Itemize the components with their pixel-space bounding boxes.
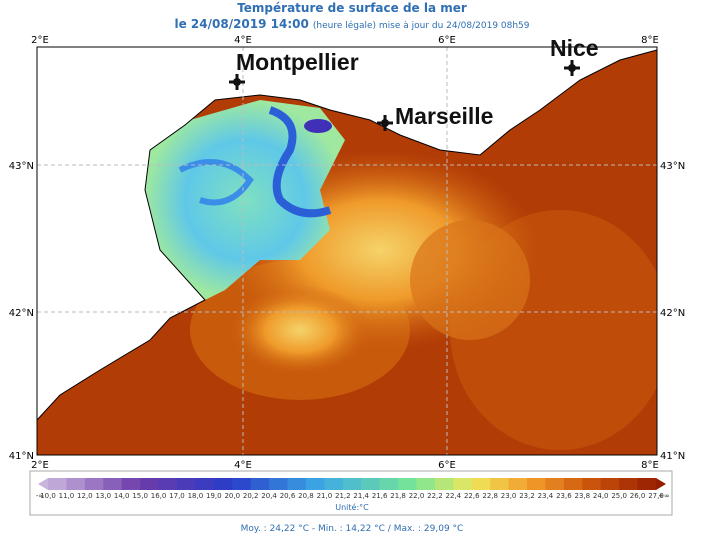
colorbar-swatch xyxy=(84,478,104,490)
colorbar-label: 21,4 xyxy=(353,492,369,500)
colorbar-swatch xyxy=(121,478,141,490)
colorbar-swatch xyxy=(434,478,454,490)
lon-label: 2°E xyxy=(31,35,49,46)
colorbar-label: 22,2 xyxy=(427,492,443,500)
colorbar-label: 22,4 xyxy=(446,492,462,500)
colorbar-label: 23,6 xyxy=(556,492,572,500)
city-markers xyxy=(229,60,580,131)
colorbar-swatch xyxy=(269,478,289,490)
colorbar-label: 17,0 xyxy=(169,492,185,500)
colorbar-label: 22,8 xyxy=(482,492,498,500)
colorbar-swatch xyxy=(195,478,215,490)
colorbar-label: 18,0 xyxy=(188,492,204,500)
colorbar-swatch xyxy=(158,478,178,490)
lon-label: 4°E xyxy=(234,460,252,471)
colorbar-label: 21,2 xyxy=(335,492,351,500)
lon-label: 2°E xyxy=(31,460,49,471)
map-frame xyxy=(36,46,658,456)
lon-label: 4°E xyxy=(234,35,252,46)
colorbar-swatch xyxy=(490,478,510,490)
colorbar-swatch xyxy=(527,478,546,490)
colorbar-swatch xyxy=(563,478,583,490)
colorbar-low: -∞ xyxy=(36,492,44,500)
colorbar-swatch xyxy=(508,478,528,490)
colorbar-swatch xyxy=(471,478,491,490)
colorbar-unit: Unité:°C xyxy=(335,502,369,512)
lon-label: 6°E xyxy=(438,35,456,46)
lat-label: 42°N xyxy=(9,308,34,319)
colorbar-swatch xyxy=(600,478,620,490)
colorbar-swatch xyxy=(287,478,307,490)
colorbar-label: 23,2 xyxy=(519,492,535,500)
colorbar-label: 26,0 xyxy=(630,492,646,500)
colorbar-swatch xyxy=(48,478,67,490)
colorbar-label: 20,6 xyxy=(280,492,296,500)
update: (heure légale) mise à jour du 24/08/2019… xyxy=(313,20,530,31)
colorbar-arrow xyxy=(38,478,48,490)
colorbar-high: +∞ xyxy=(658,492,670,500)
date: le 24/08/2019 14:00 xyxy=(174,17,308,31)
colorbar-label: 21,8 xyxy=(390,492,406,500)
colorbar-label: 22,0 xyxy=(409,492,425,500)
colorbar-label: 25,0 xyxy=(611,492,627,500)
colorbar-label: 15,0 xyxy=(132,492,148,500)
colorbar-swatch xyxy=(361,478,381,490)
lat-label: 43°N xyxy=(9,161,34,172)
lat-label: 43°N xyxy=(660,161,685,172)
colorbar-label: 20,0 xyxy=(224,492,240,500)
colorbar-label: 23,4 xyxy=(538,492,554,500)
graticule xyxy=(37,47,657,455)
colorbar-swatch xyxy=(619,478,639,490)
subtitle: le 24/08/2019 14:00 (heure légale) mise à… xyxy=(174,17,529,31)
sst-map xyxy=(37,47,657,455)
colorbar-label: 10,0 xyxy=(40,492,56,500)
lon-label: 6°E xyxy=(438,460,456,471)
colorbar-swatch xyxy=(398,478,417,490)
colorbar-label: 23,8 xyxy=(575,492,591,500)
colorbar-label: 12,0 xyxy=(77,492,93,500)
colorbar-swatch xyxy=(250,478,270,490)
colorbar-swatch xyxy=(305,478,325,490)
colorbar-label: 20,4 xyxy=(261,492,277,500)
colorbar-swatch xyxy=(545,478,565,490)
colorbar-label: 21,0 xyxy=(317,492,333,500)
colorbar-swatch xyxy=(176,478,196,490)
colorbar-label: 16,0 xyxy=(151,492,167,500)
colorbar-swatch xyxy=(379,478,399,490)
colorbar-arrow xyxy=(656,478,666,490)
colorbar-label: 14,0 xyxy=(114,492,130,500)
colorbar-label: 11,0 xyxy=(59,492,75,500)
colorbar-label: 23,0 xyxy=(501,492,517,500)
colorbar-swatch xyxy=(453,478,473,490)
colorbar-swatch xyxy=(103,478,123,490)
colorbar-swatch xyxy=(213,478,233,490)
colorbar-swatch xyxy=(232,478,252,490)
lon-label: 8°E xyxy=(641,460,659,471)
lat-label: 41°N xyxy=(660,451,685,462)
city-label: Marseille xyxy=(395,103,493,129)
lat-label: 41°N xyxy=(9,451,34,462)
colorbar-label: 24,0 xyxy=(593,492,609,500)
lat-label: 42°N xyxy=(660,308,685,319)
colorbar-swatch xyxy=(637,478,657,490)
colorbar-label: 20,8 xyxy=(298,492,314,500)
colorbar-label: 19,0 xyxy=(206,492,222,500)
colorbar-swatch xyxy=(140,478,160,490)
colorbar-label: 21,6 xyxy=(372,492,388,500)
title: Température de surface de la mer xyxy=(237,1,467,15)
colorbar-swatch xyxy=(66,478,86,490)
colorbar-swatch xyxy=(324,478,344,490)
colorbar-label: 20,2 xyxy=(243,492,259,500)
footer-stats: Moy. : 24,22 °C - Min. : 14,22 °C / Max.… xyxy=(241,524,464,534)
colorbar-label: 27,0 xyxy=(648,492,664,500)
colorbar-swatch xyxy=(342,478,362,490)
city-label: Montpellier xyxy=(236,49,359,75)
colorbar-label: 13,0 xyxy=(95,492,111,500)
colorbar-swatch xyxy=(416,478,436,490)
lon-label: 8°E xyxy=(641,35,659,46)
colorbar-swatch xyxy=(582,478,602,490)
colorbar-label: 22,6 xyxy=(464,492,480,500)
city-label: Nice xyxy=(550,35,599,61)
